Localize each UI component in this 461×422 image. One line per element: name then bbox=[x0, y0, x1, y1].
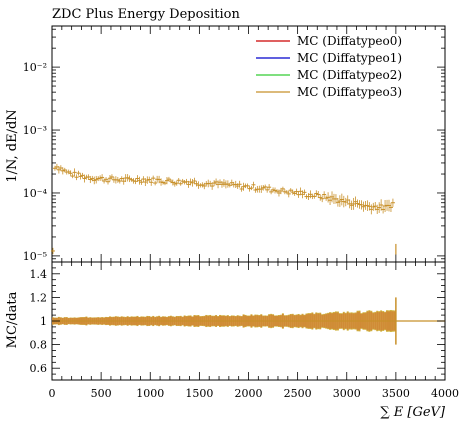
x-tick-label: 1500 bbox=[185, 387, 213, 400]
y-tick-label: 1 bbox=[40, 315, 47, 328]
x-tick-label: 3000 bbox=[333, 387, 361, 400]
ratio-y-axis-label: MC/data bbox=[5, 291, 20, 348]
legend-label: MC (Diffatypeo3) bbox=[297, 85, 402, 99]
main-x-ticks bbox=[51, 26, 446, 262]
chart-title: ZDC Plus Energy Deposition bbox=[52, 7, 240, 22]
y-axis-label: 1/N, dE/dN bbox=[5, 109, 20, 182]
y-tick-label: 0.6 bbox=[30, 362, 48, 375]
legend: MC (Diffatypeo0) MC (Diffatypeo1) MC (Diff… bbox=[256, 34, 402, 99]
y-tick-label: 1.2 bbox=[30, 291, 48, 304]
x-tick-label: 3500 bbox=[382, 387, 410, 400]
ratio-band bbox=[51, 297, 445, 345]
main-panel: 10⁻⁵ 10⁻⁴ 10⁻³ 10⁻² 1/N, dE/dN MC (Diffatyp… bbox=[5, 25, 446, 263]
data-points bbox=[50, 163, 397, 255]
y-tick-label: 10⁻³ bbox=[23, 124, 47, 137]
x-tick-label: 1000 bbox=[136, 387, 164, 400]
x-axis-label: ∑ E [GeV] bbox=[380, 405, 446, 420]
x-tick-label: 2000 bbox=[235, 387, 263, 400]
ratio-panel: 0.6 0.8 1 1.2 1.4 0 500 1000 1500 2000 2500 3000 35… bbox=[5, 261, 459, 420]
x-tick-label: 500 bbox=[91, 387, 112, 400]
y-tick-label: 10⁻² bbox=[23, 61, 47, 74]
x-tick-label: 2500 bbox=[284, 387, 312, 400]
ratio-x-ticks: 0 500 1000 1500 2000 2500 3000 3500 4000 bbox=[49, 262, 459, 400]
x-tick-label: 4000 bbox=[431, 387, 459, 400]
x-tick-label: 0 bbox=[49, 387, 56, 400]
main-y-ticks: 10⁻⁵ 10⁻⁴ 10⁻³ 10⁻² bbox=[23, 28, 445, 263]
legend-label: MC (Diffatypeo1) bbox=[297, 51, 402, 65]
y-tick-label: 0.8 bbox=[30, 339, 48, 352]
ratio-y-ticks: 0.6 0.8 1 1.2 1.4 bbox=[30, 261, 445, 381]
legend-label: MC (Diffatypeo0) bbox=[297, 34, 402, 48]
y-tick-label: 1.4 bbox=[30, 268, 48, 281]
y-tick-label: 10⁻⁴ bbox=[23, 187, 48, 200]
y-tick-label: 10⁻⁵ bbox=[23, 250, 47, 263]
legend-label: MC (Diffatypeo2) bbox=[297, 68, 402, 82]
